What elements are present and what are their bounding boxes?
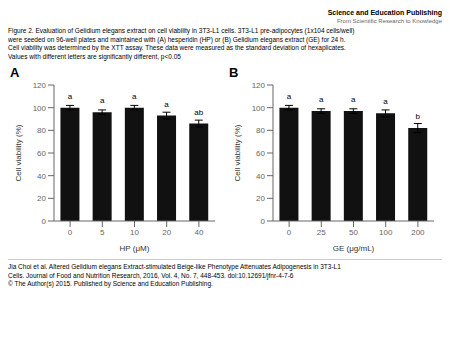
svg-text:0: 0 <box>287 228 292 237</box>
svg-text:80: 80 <box>37 126 46 135</box>
html-text:Values with different letters: Values with different letters are signif… <box>8 52 181 60</box>
svg-text:20: 20 <box>37 194 46 203</box>
html-text:© The Author(s) 2015. Publishe: © The Author(s) 2015. Published by Scien… <box>8 280 213 287</box>
svg-text:40: 40 <box>37 172 46 181</box>
svg-text:a: a <box>164 100 169 109</box>
svg-text:60: 60 <box>256 149 265 158</box>
svg-text:a: a <box>68 92 73 101</box>
svg-text:10: 10 <box>130 228 139 237</box>
svg-text:80: 80 <box>256 126 265 135</box>
html-text:Jia Choi et al. Altered Gelidi: Jia Choi et al. Altered Gelidium elegans… <box>8 263 341 270</box>
svg-text:120: 120 <box>252 81 266 90</box>
html-text:were seeded on 96-well plates: were seeded on 96-well plates and mainta… <box>8 35 346 43</box>
html-text:From Scientific Research to Kn: From Scientific Research to Knowledge <box>337 18 442 24</box>
html-text:A: A <box>10 65 20 80</box>
html-text:Cells. Journal of Food and Nut: Cells. Journal of Food and Nutrition Res… <box>8 271 294 279</box>
svg-text:a: a <box>100 96 105 105</box>
svg-text:100: 100 <box>252 104 266 113</box>
html-text:Cell viability was determined: Cell viability was determined by the XTT… <box>8 44 346 51</box>
svg-text:20: 20 <box>162 228 171 237</box>
svg-text:a: a <box>383 97 388 106</box>
svg-text:a: a <box>319 95 324 104</box>
svg-text:b: b <box>416 112 421 121</box>
svg-text:a: a <box>132 92 137 101</box>
svg-text:a: a <box>351 95 356 104</box>
html-text:Science and Education Publishi: Science and Education Publishing <box>327 9 442 16</box>
svg-text:25: 25 <box>317 228 326 237</box>
svg-text:HP (μM): HP (μM) <box>120 244 150 253</box>
svg-text:50: 50 <box>349 228 358 237</box>
svg-text:0: 0 <box>42 217 47 226</box>
svg-text:40: 40 <box>194 228 203 237</box>
svg-text:120: 120 <box>33 81 47 90</box>
svg-text:GE (μg/mL): GE (μg/mL) <box>333 244 375 253</box>
svg-text:0: 0 <box>261 217 266 226</box>
html-text:B: B <box>229 65 239 80</box>
svg-text:100: 100 <box>379 228 393 237</box>
svg-text:Cell viability (%): Cell viability (%) <box>233 124 242 181</box>
svg-text:0: 0 <box>68 228 73 237</box>
svg-text:200: 200 <box>411 228 425 237</box>
html-text:Figure 2. Evaluation of Gelidi: Figure 2. Evaluation of Gelidium elegans… <box>8 27 355 34</box>
svg-text:5: 5 <box>100 228 105 237</box>
svg-text:60: 60 <box>37 149 46 158</box>
svg-text:100: 100 <box>33 104 47 113</box>
svg-text:40: 40 <box>256 172 265 181</box>
svg-text:20: 20 <box>256 194 265 203</box>
svg-text:ab: ab <box>194 108 203 117</box>
svg-text:a: a <box>287 92 292 101</box>
svg-text:Cell viability (%): Cell viability (%) <box>14 124 23 181</box>
